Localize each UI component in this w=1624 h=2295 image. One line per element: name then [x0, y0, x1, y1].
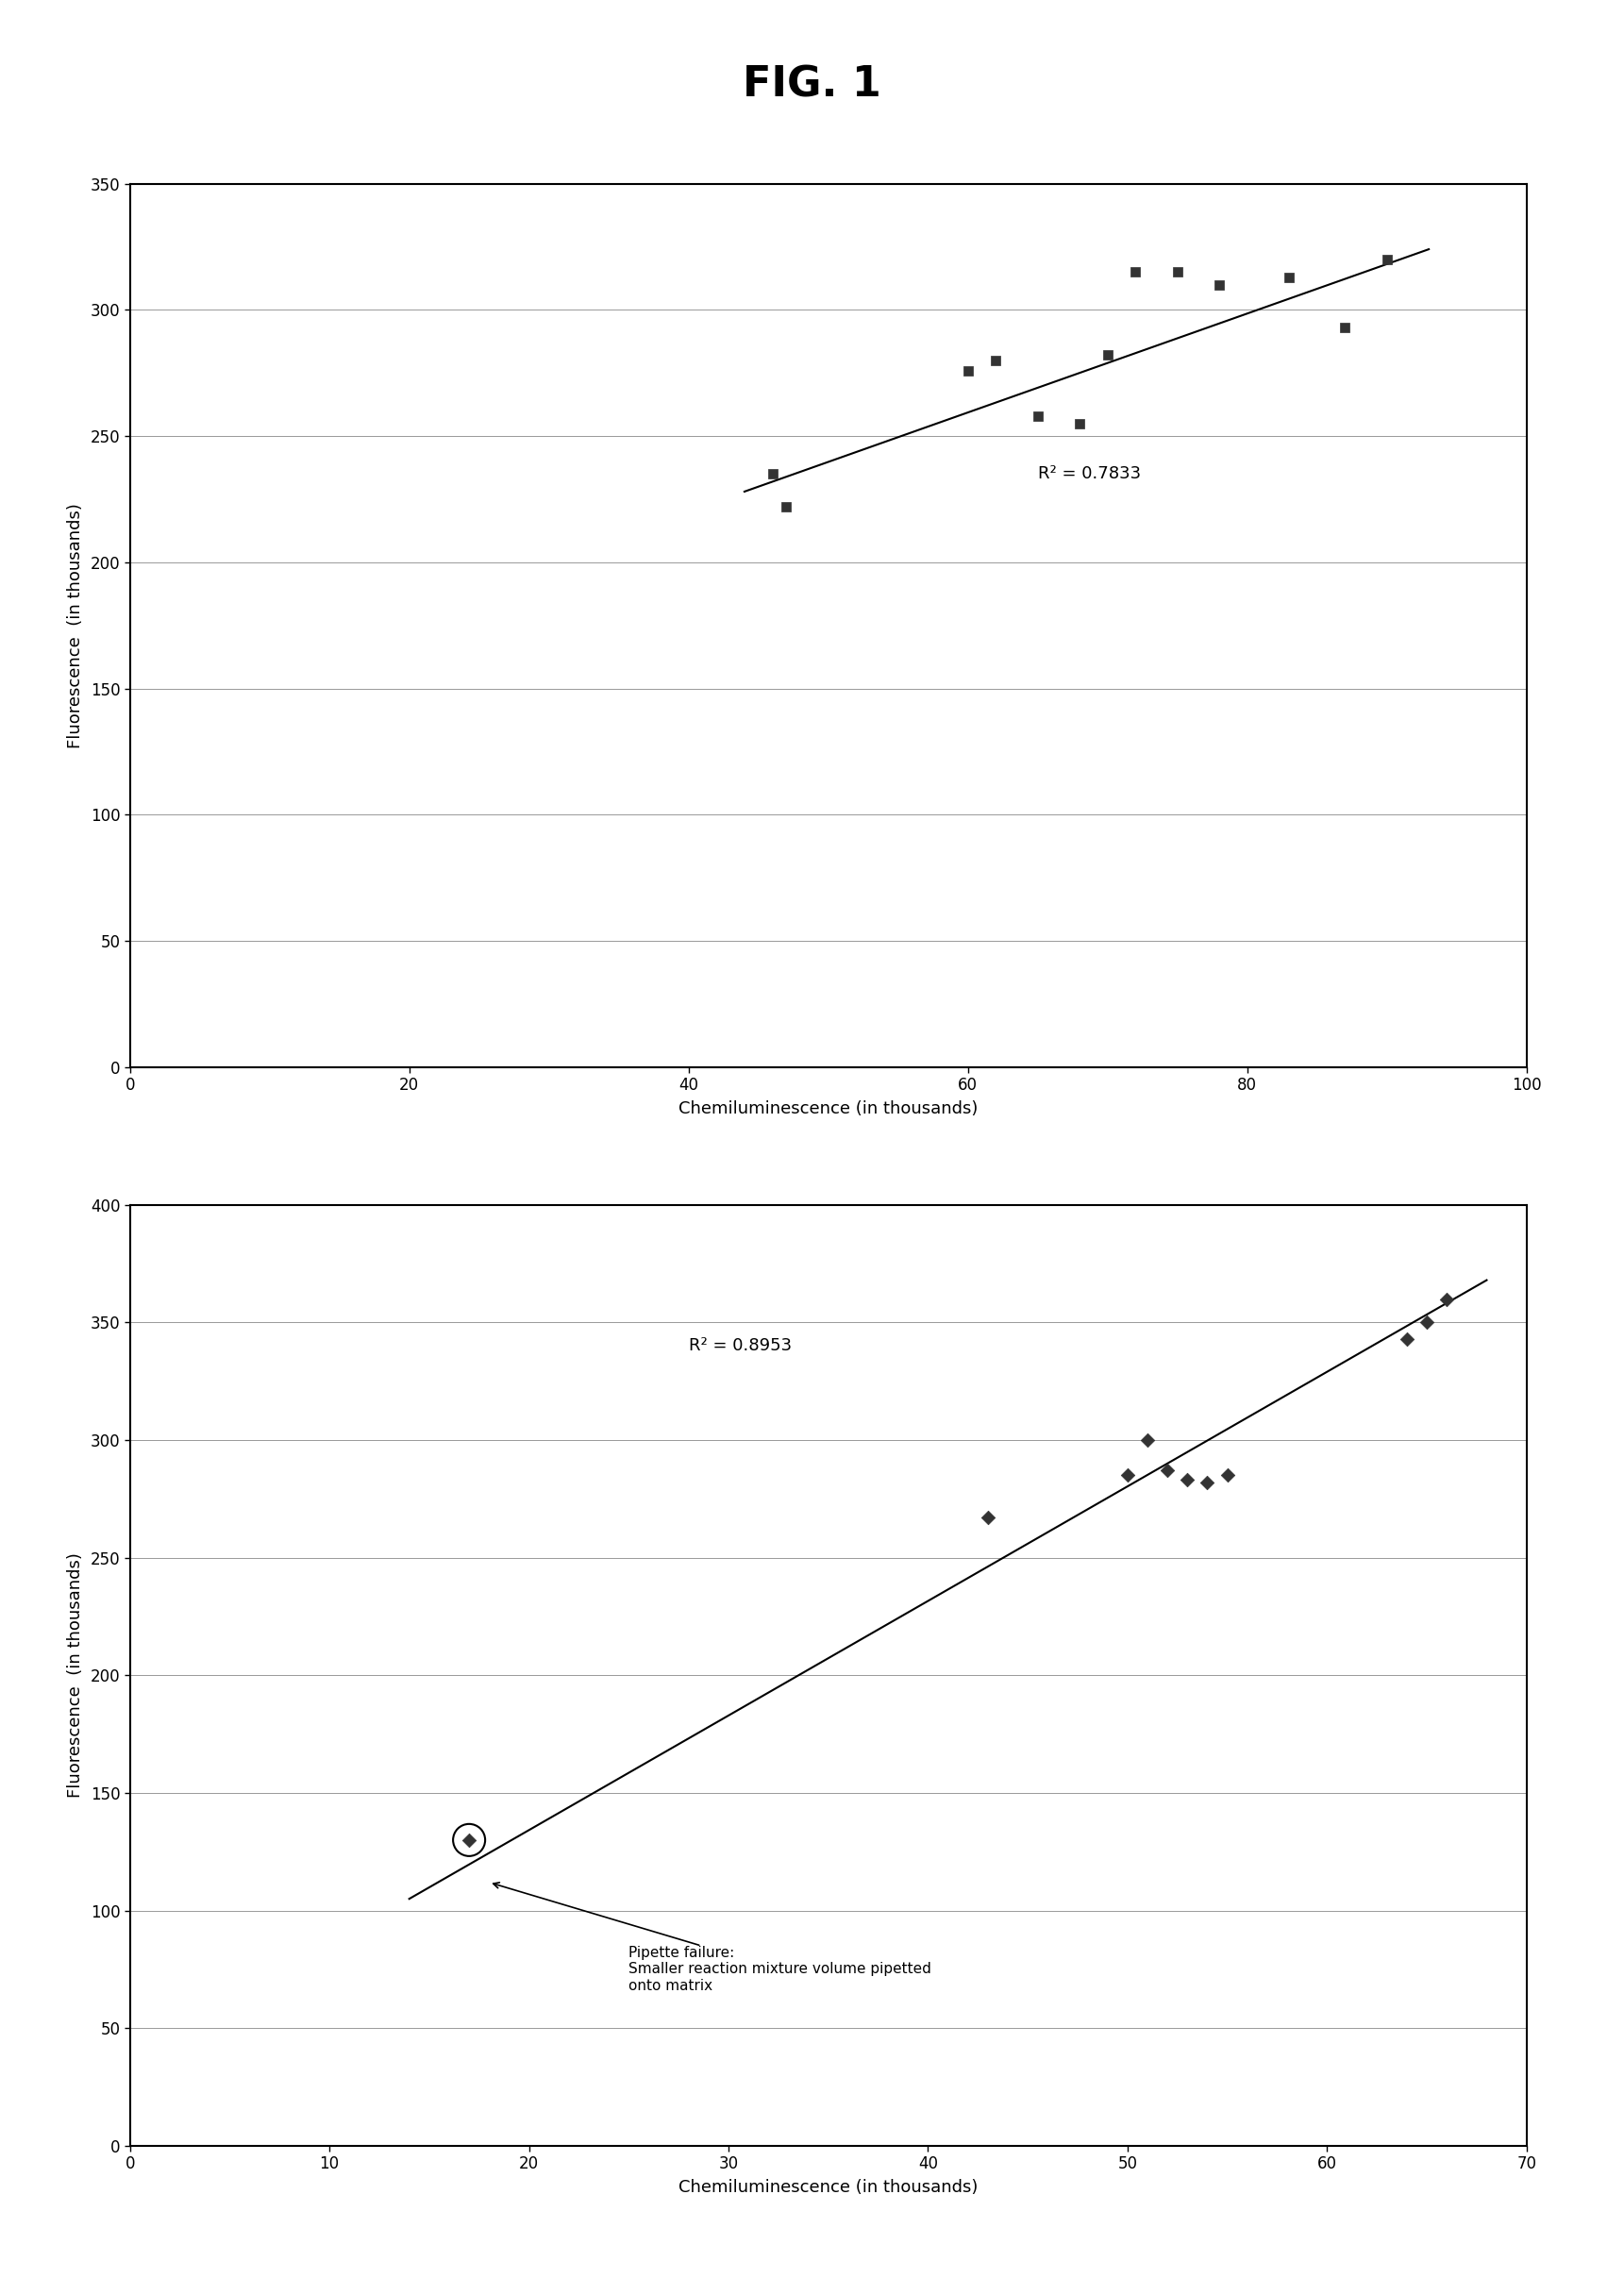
Point	[983, 342, 1009, 379]
Point	[1095, 337, 1121, 374]
Point	[1194, 1464, 1220, 1501]
Text: R² = 0.8953: R² = 0.8953	[689, 1338, 791, 1354]
Text: R² = 0.7833: R² = 0.7833	[1038, 466, 1140, 482]
Point	[1122, 255, 1148, 291]
Point	[1215, 1457, 1241, 1494]
Y-axis label: Fluorescence  (in thousands): Fluorescence (in thousands)	[67, 1554, 84, 1797]
Point	[1155, 1453, 1181, 1489]
Point	[456, 1822, 482, 1859]
Point	[1207, 266, 1233, 303]
Point	[1434, 1281, 1460, 1317]
X-axis label: Chemiluminescence (in thousands): Chemiluminescence (in thousands)	[679, 1102, 978, 1118]
Point	[1374, 241, 1400, 278]
Point	[955, 351, 981, 388]
Point	[1164, 255, 1190, 291]
Point	[974, 1499, 1000, 1535]
Text: FIG. 1: FIG. 1	[742, 64, 882, 106]
Point	[1415, 1304, 1440, 1340]
Point	[1276, 259, 1302, 296]
Point	[456, 1822, 482, 1859]
Point	[1067, 404, 1093, 441]
Point	[1174, 1462, 1200, 1499]
Text: Pipette failure:
Smaller reaction mixture volume pipetted
onto matrix: Pipette failure: Smaller reaction mixtur…	[494, 1882, 932, 1992]
Point	[1135, 1423, 1161, 1460]
Point	[1332, 310, 1358, 347]
X-axis label: Chemiluminescence (in thousands): Chemiluminescence (in thousands)	[679, 2180, 978, 2196]
Point	[773, 489, 799, 526]
Point	[1025, 397, 1051, 434]
Point	[1393, 1320, 1419, 1356]
Point	[760, 457, 786, 493]
Y-axis label: Fluorescence  (in thousands): Fluorescence (in thousands)	[67, 503, 84, 748]
Point	[1114, 1457, 1140, 1494]
